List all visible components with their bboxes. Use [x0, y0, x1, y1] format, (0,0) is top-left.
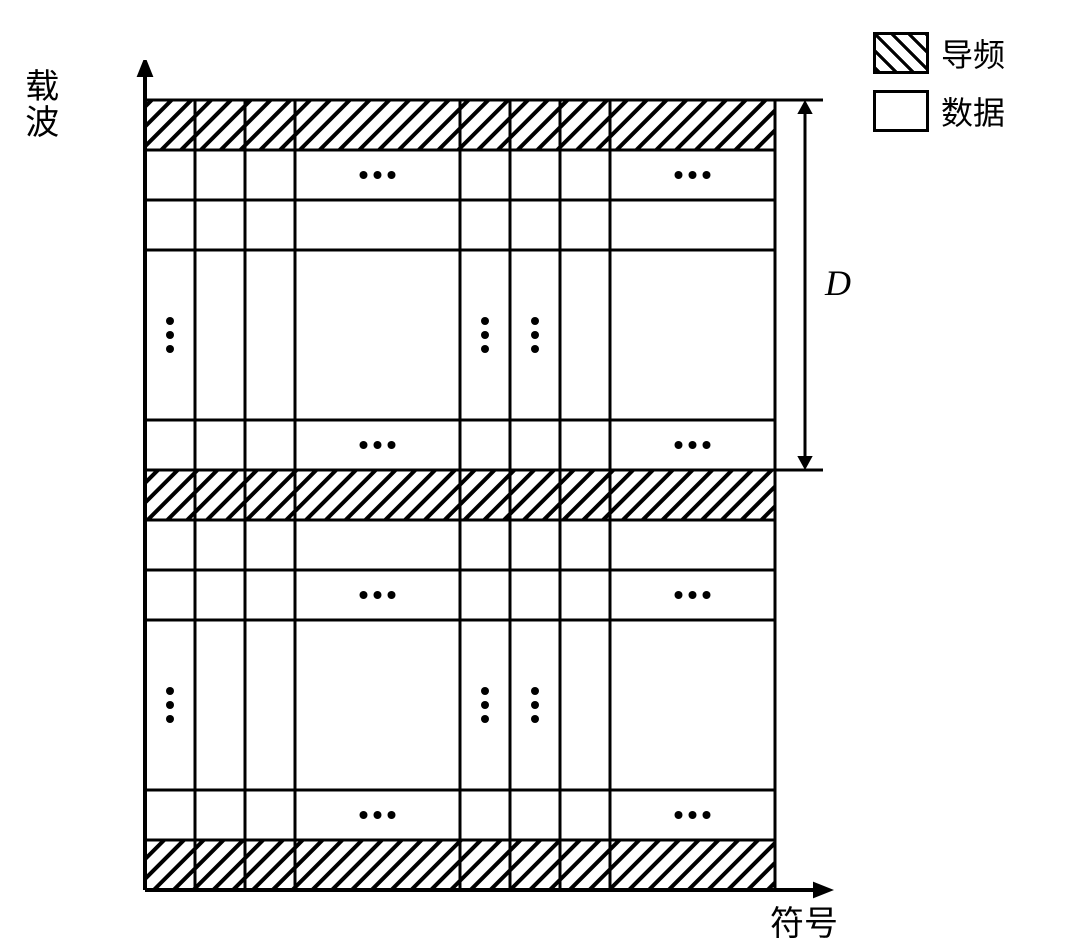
dim-arrow-top	[797, 100, 812, 114]
dim-arrow-bot	[797, 456, 812, 470]
resource-grid-chart: D	[90, 60, 880, 945]
ellipsis-dot	[689, 811, 697, 819]
legend-pilot: 导频	[873, 30, 1005, 76]
ellipsis-dot	[675, 171, 683, 179]
legend-label-data: 数据	[941, 88, 1005, 134]
ellipsis-dot	[166, 701, 174, 709]
ellipsis-dot	[703, 171, 711, 179]
ellipsis-dot	[703, 591, 711, 599]
dim-label: D	[824, 263, 851, 303]
y-axis-arrow	[137, 60, 154, 77]
legend-label-pilot: 导频	[941, 30, 1005, 76]
ellipsis-dot	[166, 331, 174, 339]
ellipsis-dot	[166, 715, 174, 723]
ellipsis-dot	[388, 811, 396, 819]
ellipsis-dot	[531, 715, 539, 723]
ellipsis-dot	[388, 441, 396, 449]
ellipsis-dot	[481, 331, 489, 339]
ellipsis-dot	[374, 591, 382, 599]
ellipsis-dot	[374, 811, 382, 819]
ellipsis-dot	[531, 701, 539, 709]
legend-swatch-pilot	[873, 32, 929, 74]
diagram-container: 导频 数据 载波 D 符号	[20, 20, 1045, 917]
ellipsis-dot	[703, 811, 711, 819]
ellipsis-dot	[689, 171, 697, 179]
ellipsis-dot	[374, 441, 382, 449]
grid-svg: D	[90, 60, 880, 940]
y-axis-label: 载波	[20, 68, 56, 140]
ellipsis-dot	[360, 171, 368, 179]
ellipsis-dot	[481, 715, 489, 723]
ellipsis-dot	[675, 591, 683, 599]
x-axis-label: 符号	[770, 896, 838, 945]
ellipsis-dot	[675, 811, 683, 819]
ellipsis-dot	[388, 591, 396, 599]
ellipsis-dot	[689, 591, 697, 599]
legend-data: 数据	[873, 88, 1005, 134]
ellipsis-dot	[675, 441, 683, 449]
ellipsis-dot	[481, 701, 489, 709]
ellipsis-dot	[531, 345, 539, 353]
ellipsis-dot	[531, 317, 539, 325]
ellipsis-dot	[531, 687, 539, 695]
ellipsis-dot	[481, 317, 489, 325]
ellipsis-dot	[360, 591, 368, 599]
ellipsis-dot	[388, 171, 396, 179]
ellipsis-dot	[166, 687, 174, 695]
ellipsis-dot	[166, 317, 174, 325]
ellipsis-dot	[481, 687, 489, 695]
ellipsis-dot	[360, 441, 368, 449]
legend: 导频 数据	[873, 30, 1005, 146]
ellipsis-dot	[531, 331, 539, 339]
ellipsis-dot	[481, 345, 489, 353]
ellipsis-dot	[689, 441, 697, 449]
ellipsis-dot	[166, 345, 174, 353]
ellipsis-dot	[374, 171, 382, 179]
ellipsis-dot	[360, 811, 368, 819]
legend-swatch-data	[873, 90, 929, 132]
ellipsis-dot	[703, 441, 711, 449]
